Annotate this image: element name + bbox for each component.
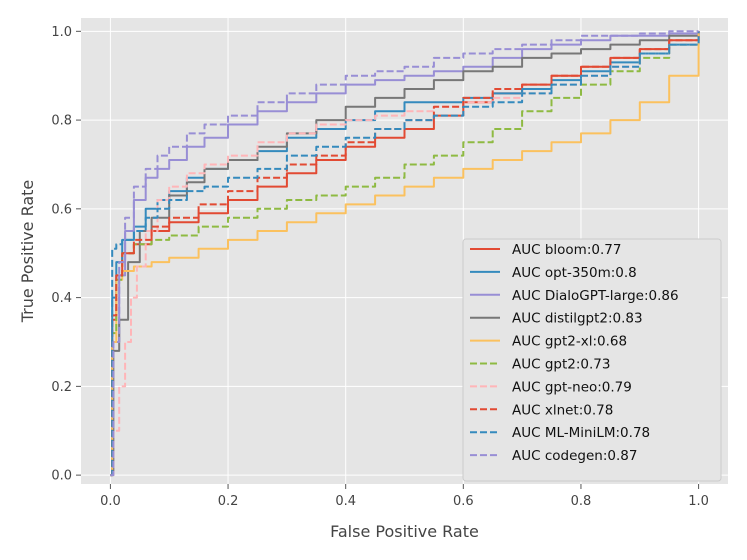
- legend-label-0: AUC bloom:0.77: [512, 242, 621, 258]
- y-tick-label: 0.2: [51, 380, 72, 395]
- x-tick-label: 1.0: [688, 494, 709, 509]
- x-tick-label: 0.8: [571, 494, 592, 509]
- legend-label-6: AUC gpt-neo:0.79: [512, 379, 632, 395]
- y-tick-label: 0.8: [51, 114, 72, 129]
- legend-label-9: AUC codegen:0.87: [512, 448, 637, 464]
- x-ticks: 0.0 0.2 0.4 0.6 0.8 1.0: [100, 484, 709, 509]
- legend-label-3: AUC distilgpt2:0.83: [512, 311, 643, 327]
- series-line-9: [110, 30, 699, 477]
- series-line-2: [110, 31, 700, 477]
- y-tick-label: 0.4: [51, 291, 72, 306]
- legend-label-2: AUC DialoGPT-large:0.86: [512, 288, 679, 304]
- x-tick-label: 0.6: [453, 494, 474, 509]
- legend-label-1: AUC opt-350m:0.8: [512, 265, 637, 281]
- series-line-4: [110, 31, 700, 477]
- y-axis-label: True Positive Rate: [18, 180, 37, 324]
- x-tick-label: 0.2: [218, 494, 239, 509]
- series-lines: [110, 30, 700, 477]
- x-axis-label: False Positive Rate: [330, 522, 479, 541]
- legend-box: [462, 238, 722, 482]
- y-tick-label: 0.6: [51, 202, 72, 217]
- x-tick-label: 0.0: [100, 494, 121, 509]
- legend-label-4: AUC gpt2-xl:0.68: [512, 334, 627, 350]
- y-tick-label: 0.0: [51, 469, 72, 484]
- y-tick-label: 1.0: [51, 25, 72, 40]
- legend-label-8: AUC ML-MiniLM:0.78: [512, 425, 650, 441]
- legend-label-5: AUC gpt2:0.73: [512, 357, 610, 373]
- series-line-8: [110, 31, 700, 477]
- legend: AUC bloom:0.77 AUC opt-350m:0.8 AUC DialoG…: [462, 238, 722, 482]
- legend-label-7: AUC xlnet:0.78: [512, 402, 613, 418]
- x-tick-label: 0.4: [335, 494, 356, 509]
- y-ticks: 0.0 0.2 0.4 0.6 0.8 1.0: [51, 25, 81, 484]
